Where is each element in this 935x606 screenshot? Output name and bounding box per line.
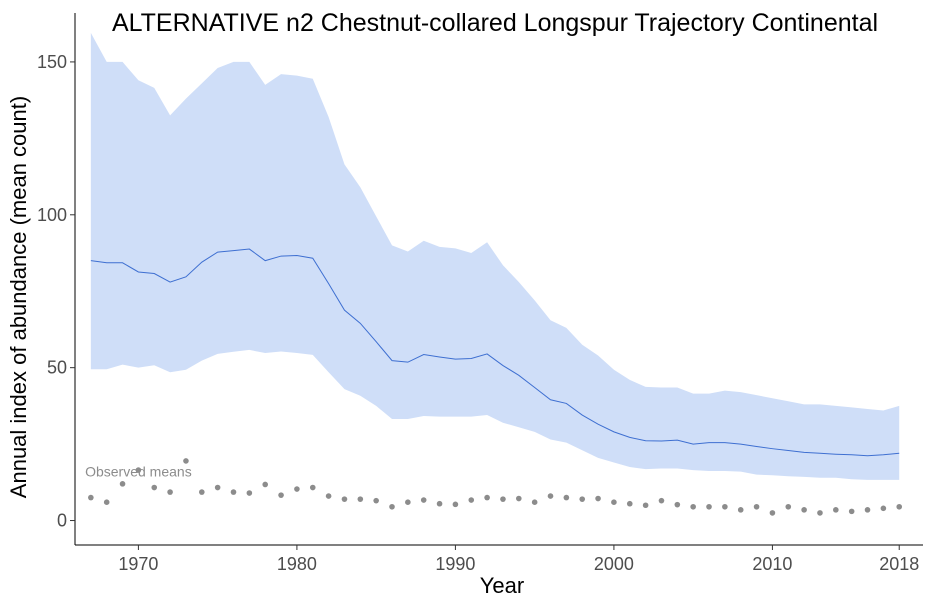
x-axis-title: Year (480, 573, 524, 598)
observed-mean-point (183, 458, 189, 464)
observed-mean-point (420, 497, 427, 503)
observed-mean-point (864, 507, 871, 513)
y-axis: 0 50 100 150 (37, 52, 75, 531)
observed-mean-point (405, 499, 411, 506)
x-tick-label: 2010 (752, 554, 792, 574)
chart-title: ALTERNATIVE n2 Chestnut-collared Longspu… (112, 9, 878, 37)
observed-mean-point (294, 486, 300, 492)
observed-mean-point (88, 494, 94, 501)
observed-mean-point (706, 503, 712, 510)
x-tick-label: 1970 (118, 554, 158, 574)
observed-mean-point (484, 494, 490, 501)
observed-mean-point (246, 490, 253, 496)
observed-mean-point (595, 495, 601, 502)
observed-mean-point (690, 503, 696, 510)
observed-mean-point (389, 503, 395, 510)
observed-mean-point (848, 508, 855, 515)
credible-interval-band (90, 32, 900, 480)
observed-mean-point (769, 510, 776, 516)
observed-mean-point (785, 503, 792, 510)
y-tick-label: 100 (37, 205, 67, 225)
y-tick-label: 0 (57, 511, 67, 531)
x-tick-label: 1990 (435, 554, 475, 574)
plot-area: Observed means (85, 32, 903, 516)
observed-mean-point (611, 499, 617, 506)
observed-mean-point (278, 492, 284, 498)
trajectory-line (90, 248, 900, 457)
observed-mean-point (896, 503, 903, 510)
observed-mean-point (214, 484, 221, 491)
observed-mean-point (119, 481, 126, 487)
observed-mean-point (103, 499, 110, 506)
observed-mean-point (151, 484, 158, 491)
x-axis: 1970 1980 1990 2000 2010 2018 (118, 545, 919, 574)
observed-mean-point (563, 494, 570, 501)
observed-means-label: Observed means (85, 464, 192, 480)
observed-mean-point (801, 507, 807, 513)
observed-mean-point (500, 496, 506, 502)
observed-mean-point (626, 500, 633, 507)
observed-mean-point (341, 496, 348, 502)
observed-mean-point (199, 489, 205, 495)
observed-mean-point (436, 500, 443, 507)
observed-mean-point (547, 493, 554, 499)
observed-mean-point (309, 484, 316, 491)
observed-mean-point (167, 489, 173, 495)
y-tick-label: 150 (37, 52, 67, 72)
observed-mean-point (579, 496, 586, 502)
observed-mean-point (373, 497, 379, 504)
observed-mean-point (262, 481, 269, 488)
observed-mean-point (531, 499, 538, 506)
observed-mean-point (516, 495, 522, 502)
observed-mean-point (468, 497, 475, 503)
observed-mean-point (833, 507, 839, 513)
y-axis-title: Annual index of abundance (mean count) (6, 96, 31, 498)
observed-mean-point (817, 510, 823, 516)
observed-mean-point (737, 507, 744, 513)
observed-mean-point (357, 496, 364, 502)
observed-mean-point (674, 501, 681, 508)
observed-mean-point (325, 493, 332, 499)
observed-mean-point (135, 467, 142, 473)
x-tick-label: 2000 (594, 554, 634, 574)
observed-mean-point (230, 489, 237, 495)
x-tick-label: 1980 (277, 554, 317, 574)
observed-mean-point (452, 501, 459, 508)
observed-mean-point (880, 505, 887, 512)
x-tick-label: 2018 (879, 554, 919, 574)
observed-mean-point (642, 502, 649, 509)
observed-mean-point (722, 503, 728, 510)
y-tick-label: 50 (47, 358, 67, 378)
observed-mean-point (753, 503, 760, 510)
observed-mean-point (658, 497, 665, 504)
